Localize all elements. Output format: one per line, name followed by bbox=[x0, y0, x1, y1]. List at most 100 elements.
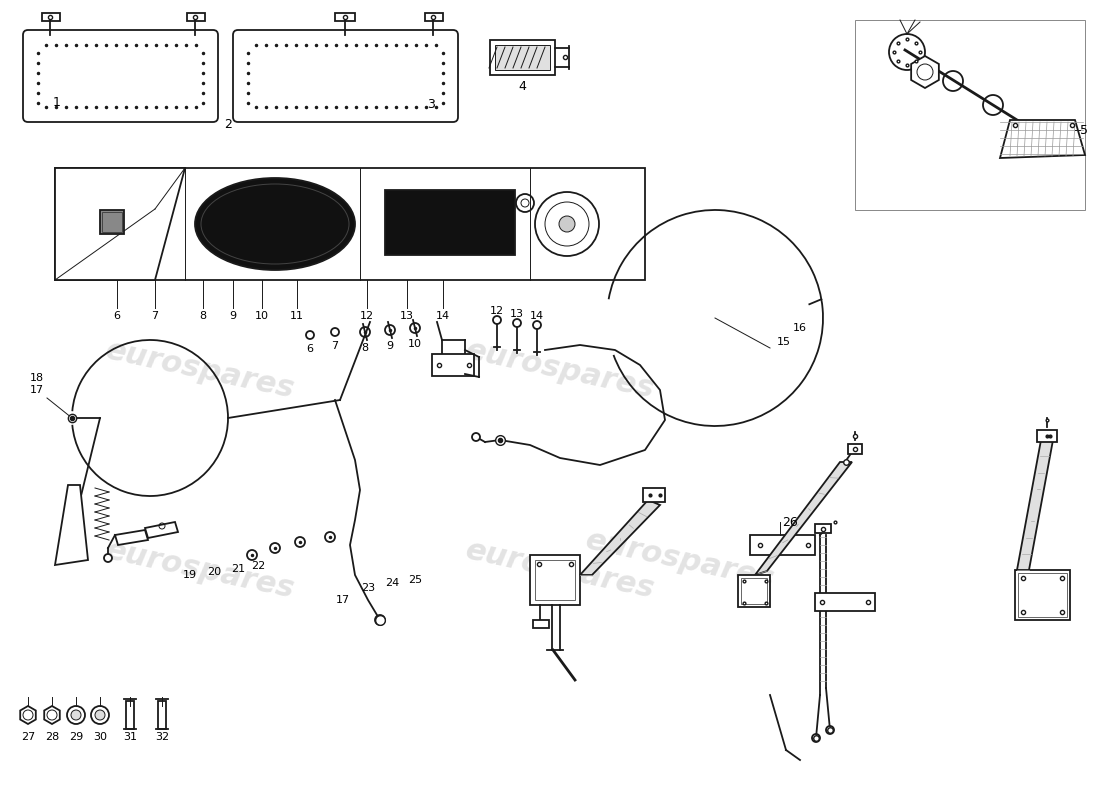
Bar bbox=[741, 578, 767, 604]
Text: 14: 14 bbox=[436, 311, 450, 321]
Text: 5: 5 bbox=[1080, 123, 1088, 137]
Text: eurospares: eurospares bbox=[202, 166, 397, 234]
Circle shape bbox=[104, 554, 112, 562]
Text: eurospares: eurospares bbox=[463, 336, 658, 404]
Text: 1: 1 bbox=[53, 95, 60, 109]
Polygon shape bbox=[755, 462, 852, 575]
Text: 21: 21 bbox=[231, 564, 245, 574]
Text: 6: 6 bbox=[113, 311, 121, 321]
Text: 24: 24 bbox=[385, 578, 399, 588]
Circle shape bbox=[324, 532, 336, 542]
Text: 13: 13 bbox=[400, 311, 414, 321]
Text: eurospares: eurospares bbox=[463, 536, 658, 604]
Circle shape bbox=[23, 710, 33, 720]
Text: 30: 30 bbox=[94, 732, 107, 742]
Polygon shape bbox=[580, 500, 660, 575]
Text: 20: 20 bbox=[207, 567, 221, 577]
Bar bbox=[385, 190, 515, 255]
Text: 32: 32 bbox=[155, 732, 169, 742]
FancyBboxPatch shape bbox=[23, 30, 218, 122]
Text: eurospares: eurospares bbox=[583, 526, 778, 594]
Circle shape bbox=[306, 331, 313, 339]
Circle shape bbox=[410, 323, 420, 333]
Text: 31: 31 bbox=[123, 732, 138, 742]
Text: 9: 9 bbox=[386, 341, 394, 351]
Text: 15: 15 bbox=[777, 337, 791, 347]
Bar bbox=[1015, 570, 1070, 620]
Circle shape bbox=[513, 319, 521, 327]
Text: 4: 4 bbox=[518, 81, 526, 94]
Circle shape bbox=[295, 537, 305, 547]
Text: 8: 8 bbox=[199, 311, 207, 321]
Circle shape bbox=[375, 615, 385, 625]
Polygon shape bbox=[20, 706, 36, 724]
Text: 13: 13 bbox=[510, 309, 524, 319]
Bar bbox=[490, 40, 556, 75]
Polygon shape bbox=[55, 168, 185, 280]
Text: 18: 18 bbox=[30, 373, 44, 383]
Bar bbox=[425, 13, 443, 21]
Bar bbox=[848, 444, 862, 454]
Bar bbox=[1018, 573, 1067, 617]
Text: 14: 14 bbox=[530, 311, 544, 321]
Text: 16: 16 bbox=[793, 323, 807, 333]
Circle shape bbox=[559, 216, 575, 232]
Polygon shape bbox=[145, 522, 178, 538]
Circle shape bbox=[516, 194, 534, 212]
Text: 22: 22 bbox=[251, 561, 265, 571]
Text: 17: 17 bbox=[30, 385, 44, 395]
Text: 10: 10 bbox=[255, 311, 270, 321]
Bar bbox=[102, 212, 122, 232]
Text: 9: 9 bbox=[230, 311, 236, 321]
Polygon shape bbox=[1000, 120, 1085, 158]
Bar bbox=[100, 210, 124, 234]
Text: 6: 6 bbox=[307, 344, 314, 354]
Bar bbox=[738, 575, 770, 607]
Circle shape bbox=[91, 706, 109, 724]
Bar bbox=[42, 13, 60, 21]
Polygon shape bbox=[116, 530, 148, 545]
Circle shape bbox=[360, 327, 370, 337]
Bar bbox=[530, 555, 580, 605]
Circle shape bbox=[534, 321, 541, 329]
Text: 29: 29 bbox=[69, 732, 84, 742]
Bar bbox=[158, 701, 166, 729]
Bar bbox=[187, 13, 205, 21]
Text: 11: 11 bbox=[290, 311, 304, 321]
Polygon shape bbox=[911, 56, 939, 88]
Text: 26: 26 bbox=[782, 515, 797, 529]
Bar bbox=[1037, 430, 1057, 442]
Bar bbox=[855, 20, 1085, 210]
Text: 28: 28 bbox=[45, 732, 59, 742]
Bar bbox=[432, 354, 474, 376]
Bar bbox=[535, 560, 575, 600]
Text: 8: 8 bbox=[362, 343, 369, 353]
Bar bbox=[750, 535, 815, 555]
Circle shape bbox=[47, 710, 57, 720]
Bar bbox=[644, 488, 666, 502]
Circle shape bbox=[72, 710, 81, 720]
Circle shape bbox=[95, 710, 104, 720]
Polygon shape bbox=[44, 706, 59, 724]
Text: 10: 10 bbox=[408, 339, 422, 349]
Text: 12: 12 bbox=[490, 306, 504, 316]
Circle shape bbox=[493, 316, 500, 324]
Circle shape bbox=[270, 543, 280, 553]
Polygon shape bbox=[55, 485, 88, 565]
Circle shape bbox=[535, 192, 600, 256]
Ellipse shape bbox=[195, 178, 355, 270]
Bar bbox=[815, 593, 875, 611]
FancyBboxPatch shape bbox=[233, 30, 458, 122]
Text: 7: 7 bbox=[331, 341, 339, 351]
Text: 12: 12 bbox=[360, 311, 374, 321]
Circle shape bbox=[331, 328, 339, 336]
Text: 27: 27 bbox=[21, 732, 35, 742]
Circle shape bbox=[826, 726, 834, 734]
Text: eurospares: eurospares bbox=[102, 336, 297, 404]
Circle shape bbox=[248, 550, 257, 560]
Text: 25: 25 bbox=[408, 575, 422, 585]
Text: eurospares: eurospares bbox=[102, 536, 297, 604]
Circle shape bbox=[472, 433, 480, 441]
Text: 19: 19 bbox=[183, 570, 197, 580]
Bar bbox=[55, 168, 645, 280]
